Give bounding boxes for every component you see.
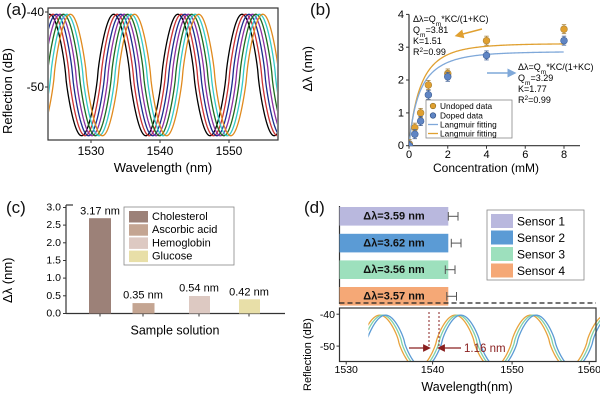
svg-text:4: 4 [483,149,489,161]
svg-text:1530: 1530 [335,364,359,376]
svg-text:3: 3 [398,42,404,54]
svg-text:Δλ=Qm*KC/(1+KC): Δλ=Qm*KC/(1+KC) [518,62,593,76]
svg-text:2: 2 [445,149,451,161]
svg-text:Δλ=Qm*KC/(1+KC): Δλ=Qm*KC/(1+KC) [413,14,488,28]
svg-text:1.0: 1.0 [46,272,61,284]
svg-text:2: 2 [398,75,404,87]
svg-text:6: 6 [522,149,528,161]
svg-text:1540: 1540 [147,144,174,158]
svg-text:1540: 1540 [421,364,445,376]
svg-text:-50: -50 [320,341,335,353]
svg-text:1.5: 1.5 [46,255,61,267]
svg-text:Wavelength (nm): Wavelength (nm) [114,160,213,175]
svg-text:Δλ=3.62 nm: Δλ=3.62 nm [363,237,425,249]
svg-text:Δλ=3.56 nm: Δλ=3.56 nm [363,264,425,276]
svg-text:Δλ=3.57 nm: Δλ=3.57 nm [363,291,425,303]
svg-text:-40: -40 [27,5,45,19]
svg-text:-40: -40 [320,309,335,321]
svg-text:K=1.51: K=1.51 [413,36,442,46]
svg-text:0.35 nm: 0.35 nm [123,290,163,302]
svg-text:-50: -50 [27,80,45,94]
svg-text:0: 0 [398,140,404,152]
svg-text:Concentration (mM): Concentration (mM) [433,161,539,175]
svg-text:Wavelength(nm): Wavelength(nm) [421,380,512,394]
svg-text:0.54 nm: 0.54 nm [179,283,219,295]
svg-text:Hemoglobin: Hemoglobin [152,237,211,249]
svg-text:K=1.77: K=1.77 [518,84,547,94]
svg-text:0.42 nm: 0.42 nm [229,287,269,299]
svg-text:3.17 nm: 3.17 nm [80,206,120,218]
svg-text:2.0: 2.0 [46,237,61,249]
svg-text:0.0: 0.0 [46,308,61,320]
svg-text:Glucose: Glucose [152,251,192,263]
svg-text:2.5: 2.5 [46,219,61,231]
svg-text:1560: 1560 [578,364,600,376]
svg-text:1.16 nm: 1.16 nm [464,343,506,355]
svg-text:R2=0.99: R2=0.99 [518,95,551,106]
svg-text:3.0: 3.0 [46,202,61,214]
svg-text:Δλ=3.59 nm: Δλ=3.59 nm [363,211,425,223]
svg-text:1530: 1530 [78,144,105,158]
svg-text:Sensor 2: Sensor 2 [517,231,565,245]
svg-text:4: 4 [398,9,404,21]
svg-text:1550: 1550 [500,364,524,376]
svg-text:0: 0 [406,149,412,161]
svg-text:Sensor 4: Sensor 4 [517,264,565,278]
svg-text:1550: 1550 [216,144,243,158]
svg-text:1: 1 [398,108,404,120]
svg-text:Sample solution: Sample solution [131,324,220,338]
svg-text:Sensor 1: Sensor 1 [517,215,565,229]
svg-text:Langmuir fitting: Langmuir fitting [440,129,497,139]
svg-text:Ascorbic acid: Ascorbic acid [152,224,217,236]
svg-text:R2=0.99: R2=0.99 [413,47,446,58]
svg-text:0.5: 0.5 [46,290,61,302]
svg-text:Cholesterol: Cholesterol [152,211,208,223]
svg-text:8: 8 [561,149,567,161]
svg-text:Undoped data: Undoped data [440,101,493,111]
svg-text:Sensor 3: Sensor 3 [517,248,565,262]
